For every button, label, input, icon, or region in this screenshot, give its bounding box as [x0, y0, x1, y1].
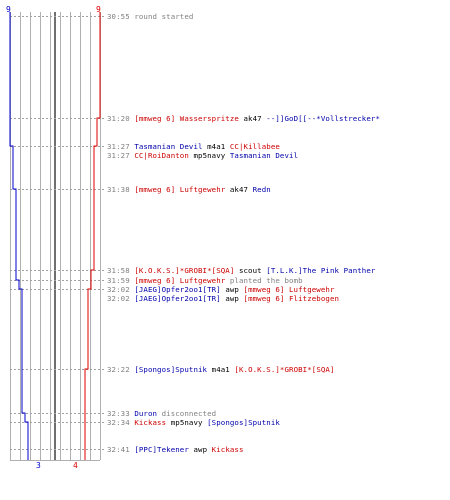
- event-row: 31:58 [K.O.K.S.]*GROBI*[SQA] scout [T.L.…: [107, 266, 375, 275]
- player-name: CC|Killabee: [229, 142, 280, 151]
- event-time: 31:27: [107, 142, 130, 151]
- event-text: round started: [134, 12, 194, 21]
- event-row: 31:27 Tasmanian Devil m4a1 CC|Killabee: [107, 142, 280, 151]
- player-name: Tasmanian Devil: [134, 142, 203, 151]
- player-name: [JAEG]Opfer2oo1[TR]: [134, 294, 221, 303]
- event-time: 32:02: [107, 294, 130, 303]
- team-lines: [9, 12, 101, 460]
- player-name: Duron: [134, 409, 158, 418]
- player-name: [T.L.K.]The Pink Panther: [266, 266, 376, 275]
- event-time: 32:02: [107, 285, 130, 294]
- player-name: [Spongos]Sputnik: [134, 365, 208, 374]
- event-text: scout: [234, 266, 267, 275]
- event-time: 32:34: [107, 418, 130, 427]
- event-text: mp5navy: [188, 151, 230, 160]
- event-time: 31:59: [107, 276, 130, 285]
- event-text: ak47: [238, 114, 267, 123]
- event-time: 32:33: [107, 409, 130, 418]
- event-row: 31:59 [mmweg 6] Luftgewehr planted the b…: [107, 276, 303, 285]
- event-row: 32:33 Duron disconnected: [107, 409, 216, 418]
- event-time: 32:22: [107, 365, 130, 374]
- event-text: planted the bomb: [225, 276, 303, 285]
- player-name: [Spongos]Sputnik: [207, 418, 280, 427]
- event-text: awp: [220, 294, 244, 303]
- player-name: [mmweg 6] Luftgewehr: [243, 285, 335, 294]
- event-text: awp: [188, 445, 212, 454]
- event-time: 30:55: [107, 12, 130, 21]
- event-time: 31:58: [107, 266, 130, 275]
- event-time: 31:27: [107, 151, 130, 160]
- event-row: 31:27 CC|RoiDanton mp5navy Tasmanian Dev…: [107, 151, 298, 160]
- event-time: 31:38: [107, 185, 130, 194]
- chart-labels: 9 9 3 4: [6, 5, 101, 470]
- player-name: [JAEG]Opfer2oo1[TR]: [134, 285, 221, 294]
- player-name: --]]GoD[[--*Vollstrecker*: [266, 114, 381, 123]
- event-text: awp: [220, 285, 244, 294]
- event-time: 32:41: [107, 445, 130, 454]
- player-name: [K.O.K.S.]*GROBI*[SQA]: [234, 365, 335, 374]
- team-b-start-label: 9: [96, 5, 101, 14]
- player-name: CC|RoiDanton: [134, 151, 189, 160]
- player-name: Kickass: [134, 418, 167, 427]
- event-row: 31:38 [mmweg 6] Luftgewehr ak47 Redn: [107, 185, 271, 194]
- event-row: 32:41 [PPC]Tekener awp Kickass: [107, 445, 244, 454]
- chart-grid: [10, 12, 101, 461]
- event-row: 32:34 Kickass mp5navy [Spongos]Sputnik: [107, 418, 280, 427]
- event-text: mp5navy: [166, 418, 208, 427]
- event-text: disconnected: [157, 409, 217, 418]
- event-row: 31:20 [mmweg 6] Wasserspritze ak47 --]]G…: [107, 114, 380, 123]
- event-text: ak47: [225, 185, 253, 194]
- player-name: [mmweg 6] Luftgewehr: [134, 276, 226, 285]
- event-row: 32:02 [JAEG]Opfer2oo1[TR] awp [mmweg 6] …: [107, 294, 339, 303]
- round-timeline-chart: 9 9 3 4: [6, 5, 104, 470]
- event-row: 32:02 [JAEG]Opfer2oo1[TR] awp [mmweg 6] …: [107, 285, 335, 294]
- team-b-end-label: 4: [73, 461, 78, 470]
- player-name: Kickass: [211, 445, 244, 454]
- player-name: [mmweg 6] Wasserspritze: [134, 114, 239, 123]
- player-name: Tasmanian Devil: [229, 151, 299, 160]
- team-a-start-label: 9: [6, 5, 11, 14]
- event-text: m4a1: [202, 142, 230, 151]
- event-row: 32:22 [Spongos]Sputnik m4a1 [K.O.K.S.]*G…: [107, 365, 335, 374]
- team_a-count-line: [9, 12, 29, 460]
- team_b-count-line: [84, 12, 101, 460]
- event-text: m4a1: [207, 365, 235, 374]
- event-ticks: [10, 16, 104, 450]
- player-name: [mmweg 6] Luftgewehr: [134, 185, 226, 194]
- player-name: [PPC]Tekener: [134, 445, 189, 454]
- event-time: 31:20: [107, 114, 130, 123]
- team-a-end-label: 3: [36, 461, 41, 470]
- event-row: 30:55 round started: [107, 12, 193, 21]
- player-name: [K.O.K.S.]*GROBI*[SQA]: [134, 266, 235, 275]
- player-name: [mmweg 6] Flitzebogen: [243, 294, 340, 303]
- player-name: Redn: [252, 185, 271, 194]
